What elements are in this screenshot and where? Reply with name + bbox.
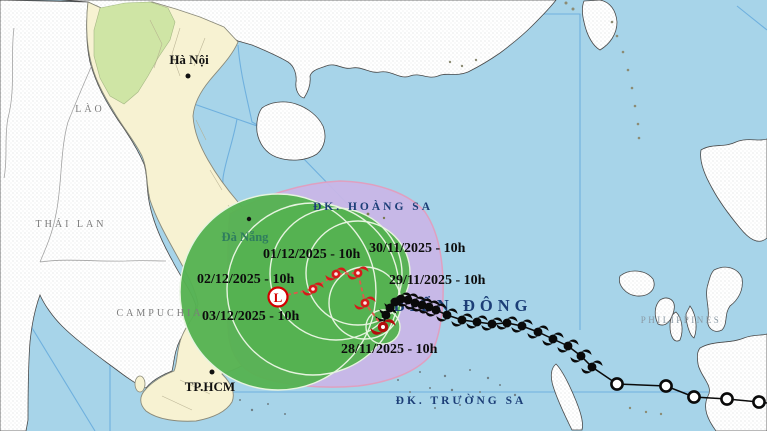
panay-island [654,297,675,326]
forecast-label-03-12: 03/12/2025 - 10h [202,309,299,324]
hanoi-marker [185,73,191,79]
storm-track-history [375,292,767,409]
luzon-island [700,138,767,242]
china-landmass [0,0,557,99]
phu-quoc-island [134,375,146,393]
hainan-island [256,101,326,161]
forecast-label-30-11: 30/11/2025 - 10h [369,241,466,256]
mindoro-island [619,270,655,297]
current-position-label: 28/11/2025 - 10h [341,342,438,357]
mindanao-island [697,333,767,431]
forecast-label-29-11: 29/11/2025 - 10h [389,273,486,288]
hoang-sa-label: ĐK. HOÀNG SA [313,199,433,213]
negros-island [669,311,683,342]
laos-label: LÀO [75,103,105,115]
tphcm-label: TP.HCM [185,379,235,394]
wind-zone-circle-outlines [179,193,411,391]
current-storm-icon [370,319,396,335]
small-islands [448,1,663,416]
storm-track-forecast: L [267,266,396,335]
philippines-label: PHILIPPINES [641,315,722,325]
taiwan-island [582,0,618,51]
thailand-label: THÁI LAN [36,218,107,230]
low-pressure-marker: L [267,286,289,308]
tropical-depression-points [610,377,766,409]
tphcm-marker [209,369,215,375]
north-vietnam-highlands [93,1,176,105]
svg-text:L: L [274,290,283,305]
truong-sa-label: ĐK. TRƯỜNG SA [396,393,527,407]
hanoi-label: Hà Nội [169,52,209,67]
samar-island [706,266,743,332]
indochina-landmass [0,0,197,431]
spratly-islets [239,369,517,415]
palawan-island [550,363,583,431]
forecast-label-01-12: 01/12/2025 - 10h [263,247,360,262]
forecast-label-02-12: 02/12/2025 - 10h [197,272,294,287]
cebu-island [685,305,697,339]
danang-marker [246,216,252,222]
danang-label: Đà Nẵng [222,230,270,244]
cambodia-label: CAMPUCHIA [116,308,203,319]
forecast-symbol-centers [311,271,367,305]
